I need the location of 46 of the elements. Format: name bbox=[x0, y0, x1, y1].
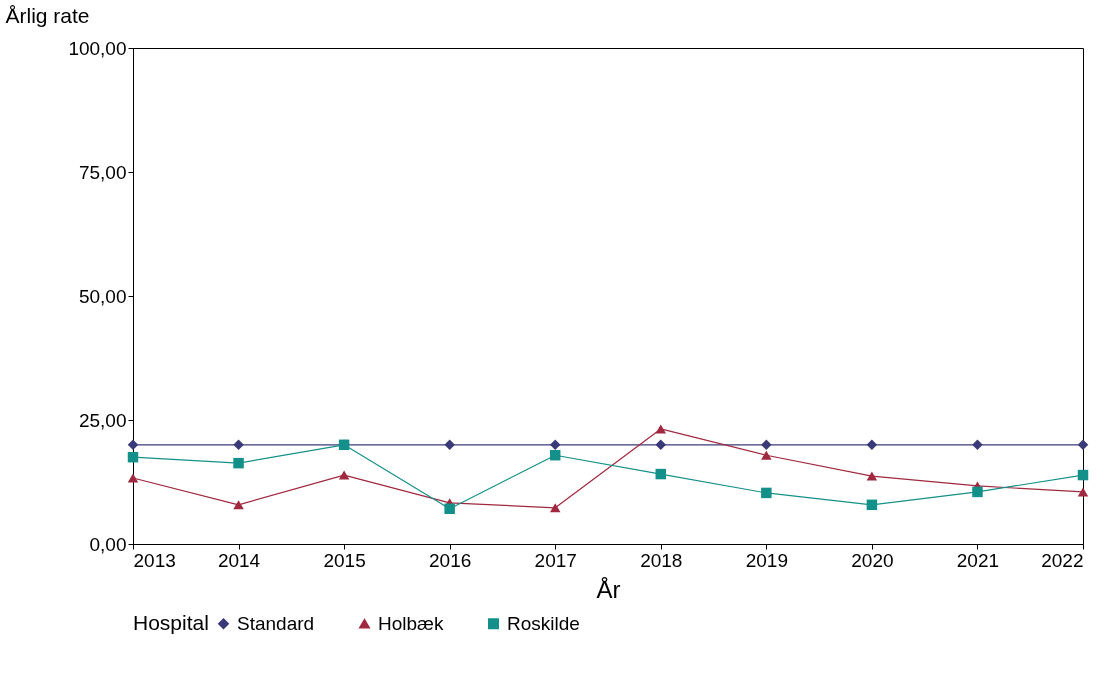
x-tick-label: 2020 bbox=[851, 549, 894, 571]
point bbox=[761, 487, 772, 499]
point bbox=[549, 439, 561, 451]
y-tick-label: 100,00 bbox=[68, 37, 127, 59]
point bbox=[549, 503, 561, 513]
point bbox=[866, 439, 878, 451]
point bbox=[866, 471, 878, 481]
legend-label: Roskilde bbox=[507, 612, 580, 634]
point bbox=[972, 486, 983, 498]
point bbox=[972, 439, 983, 451]
x-tick-label: 2018 bbox=[640, 549, 683, 571]
x-tick-label: 2015 bbox=[323, 549, 366, 571]
y-tick-label: 50,00 bbox=[78, 285, 127, 307]
point bbox=[866, 499, 878, 511]
point bbox=[655, 439, 667, 451]
legend-label: Holbæk bbox=[378, 612, 444, 634]
legend-label: Standard bbox=[237, 612, 315, 634]
x-axis-title: År bbox=[596, 575, 621, 603]
point bbox=[1077, 469, 1089, 481]
y-tick-label: 0,00 bbox=[89, 533, 127, 555]
point bbox=[338, 470, 350, 480]
y-tick-label: 25,00 bbox=[78, 409, 127, 431]
point bbox=[127, 439, 139, 451]
point bbox=[1077, 439, 1089, 451]
point bbox=[761, 450, 772, 460]
x-tick-label: 2016 bbox=[429, 549, 472, 571]
point bbox=[233, 500, 244, 510]
point bbox=[127, 473, 139, 483]
legend-title: Hospital bbox=[133, 611, 209, 634]
y-axis-title: Årlig rate bbox=[5, 3, 90, 27]
x-tick-label: 2019 bbox=[745, 549, 788, 571]
x-tick-label: 2013 bbox=[133, 549, 176, 571]
point bbox=[127, 451, 139, 463]
x-tick-label: 2014 bbox=[217, 549, 261, 571]
point bbox=[1077, 487, 1089, 497]
y-tick-label: 75,00 bbox=[78, 161, 127, 183]
x-tick-label: 2017 bbox=[534, 549, 577, 571]
point bbox=[444, 439, 455, 451]
point bbox=[761, 439, 772, 451]
x-tick-label: 2022 bbox=[1041, 549, 1084, 571]
point bbox=[655, 468, 667, 480]
x-tick-label: 2021 bbox=[956, 549, 1000, 571]
point bbox=[444, 503, 455, 515]
point bbox=[233, 457, 244, 469]
point bbox=[549, 449, 561, 461]
point bbox=[233, 439, 244, 451]
